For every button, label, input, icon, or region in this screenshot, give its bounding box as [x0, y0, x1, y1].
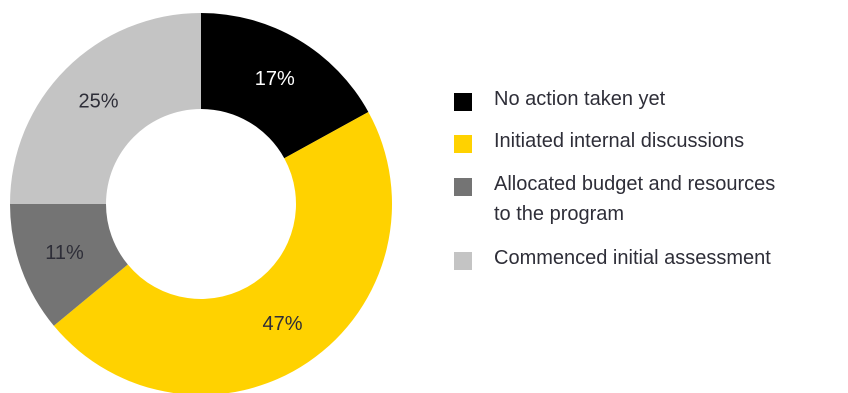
slice-allocated-budget	[10, 204, 128, 326]
legend-swatch	[454, 135, 472, 153]
legend-label-line-1: Allocated budget and resources	[494, 173, 776, 195]
legend-swatch	[454, 252, 472, 270]
slice-label: 47%	[262, 313, 302, 335]
legend-item-allocated-budget: Allocated budget and resources to the pr…	[454, 169, 844, 229]
slice-initiated-discussions	[53, 111, 392, 393]
legend: No action taken yet Initiated internal d…	[454, 84, 844, 273]
slice-label: 11%	[45, 242, 84, 264]
slice-no-action	[201, 13, 369, 159]
legend-item-no-action: No action taken yet	[454, 84, 844, 114]
donut-chart: 17% 47% 11% 25%	[10, 13, 392, 393]
legend-label: No action taken yet	[494, 88, 666, 110]
legend-label: Commenced initial assessment	[494, 247, 771, 269]
slice-label: 17%	[255, 68, 295, 90]
legend-item-initiated-discussions: Initiated internal discussions	[454, 126, 844, 156]
slice-label: 25%	[78, 90, 118, 112]
legend-label-line-2: to the program	[494, 203, 625, 225]
legend-label: Initiated internal discussions	[494, 130, 745, 152]
legend-swatch	[454, 178, 472, 196]
slice-commenced-assessment	[10, 13, 201, 204]
legend-swatch	[454, 93, 472, 111]
legend-item-commenced-assessment: Commenced initial assessment	[454, 243, 844, 273]
